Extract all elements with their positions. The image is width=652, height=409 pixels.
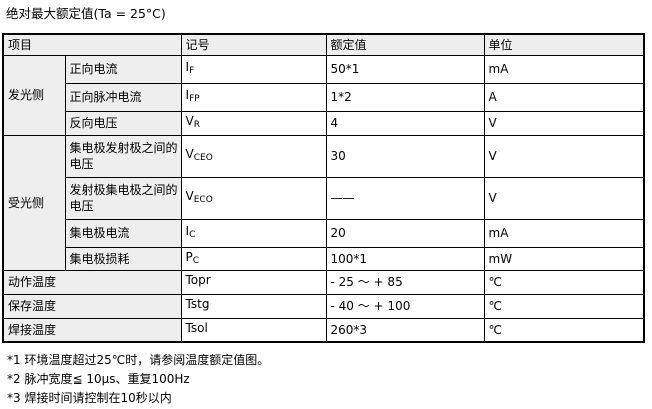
page-title: 绝对最大额定值(Ta = 25°C) (6, 6, 166, 21)
cell-symbol: IC (180, 218, 327, 248)
symbol-base: Topr (185, 273, 211, 287)
cell-unit: ℃ (483, 269, 645, 295)
symbol-base: I (185, 60, 190, 74)
cell-item: 保存温度 (2, 293, 182, 319)
col-header-rating: 额定值 (325, 33, 485, 56)
cell-symbol: Tstg (180, 293, 327, 319)
cell-item: 集电极发射极之间的电压 (64, 134, 182, 178)
cell-symbol: VCEO (180, 134, 327, 178)
col-header-symbol: 记号 (180, 33, 327, 56)
cell-symbol: PC (180, 246, 327, 271)
cell-item: 正向脉冲电流 (64, 82, 182, 112)
table-row: 焊接温度 Tsol 260*3 ℃ (2, 317, 645, 343)
col-header-item: 项目 (2, 33, 182, 56)
symbol-subscript: F (189, 66, 195, 76)
cell-unit: ℃ (483, 317, 645, 343)
note-line: *3 焊接时间请控制在10秒以内 (7, 391, 172, 405)
cell-symbol: IFP (180, 82, 327, 112)
cell-rating: 1*2 (325, 82, 485, 112)
group-cell-detector: 受光侧 (2, 134, 66, 271)
cell-unit: mA (483, 218, 645, 248)
cell-symbol: Tsol (180, 317, 327, 343)
cell-rating: 260*3 (325, 317, 485, 343)
symbol-subscript: C (189, 230, 196, 240)
table-row: 发射极集电极之间的电压 VECO —— V (3, 176, 645, 220)
cell-symbol: IF (180, 54, 327, 84)
symbol-base: V (185, 114, 194, 128)
cell-item: 发射极集电极之间的电压 (64, 176, 182, 220)
cell-rating: 100*1 (325, 246, 485, 271)
group-cell-emitter: 发光侧 (2, 54, 66, 136)
symbol-subscript: ECO (193, 195, 213, 205)
cell-rating: 30 (325, 134, 485, 178)
symbol-subscript: R (193, 120, 200, 130)
cell-unit: mW (483, 246, 645, 271)
table-row: 正向脉冲电流 IFP 1*2 A (3, 82, 645, 112)
symbol-base: Tsol (185, 320, 208, 335)
cell-symbol: Topr (180, 269, 327, 295)
note-line: *1 环境温度超过25℃时，请参阅温度额定值图。 (7, 353, 270, 367)
cell-rating: - 40 ～ + 100 (325, 293, 485, 319)
cell-symbol: VR (180, 110, 327, 136)
cell-rating: 50*1 (325, 54, 485, 84)
cell-rating: 4 (325, 110, 485, 136)
cell-item: 动作温度 (2, 269, 182, 295)
note-line: *2 脉冲宽度≦ 10μs、重复100Hz (7, 372, 190, 386)
symbol-base: I (185, 224, 190, 238)
cell-rating: —— (325, 176, 485, 220)
cell-unit: A (483, 82, 645, 112)
cell-item: 反向电压 (64, 110, 182, 136)
cell-rating: - 25 ～ + 85 (325, 269, 485, 295)
table-header-row: 项目 记号 额定值 单位 (2, 33, 645, 56)
footnotes: *1 环境温度超过25℃时，请参阅温度额定值图。 *2 脉冲宽度≦ 10μs、重… (7, 351, 652, 408)
symbol-subscript: FP (189, 94, 200, 104)
symbol-base: V (185, 189, 194, 203)
table-row: 集电极电流 IC 20 mA (3, 218, 645, 248)
table-row: 受光侧 集电极发射极之间的电压 VCEO 30 V (2, 134, 645, 271)
table-row: 集电极损耗 PC 100*1 mW (3, 246, 645, 271)
cell-item: 焊接温度 (2, 317, 182, 343)
symbol-base: Tstg (185, 297, 210, 311)
absolute-maximum-ratings-table: 项目 记号 额定值 单位 发光侧 正向电流 IF 50*1 mA 正向脉冲电流 … (2, 33, 646, 343)
symbol-subscript: CEO (193, 153, 213, 163)
cell-unit: V (483, 134, 645, 178)
table-row: 保存温度 Tstg - 40 ～ + 100 ℃ (2, 293, 645, 319)
cell-item: 集电极电流 (64, 218, 182, 248)
symbol-base: P (185, 249, 193, 264)
col-header-unit: 单位 (483, 33, 645, 56)
symbol-subscript: C (192, 255, 200, 266)
cell-item: 正向电流 (64, 54, 182, 84)
table-row: 动作温度 Topr - 25 ～ + 85 ℃ (2, 269, 645, 295)
table-row: 发光侧 正向电流 IF 50*1 mA (2, 54, 645, 136)
cell-unit: V (483, 176, 645, 220)
cell-unit: V (483, 110, 645, 136)
cell-unit: mA (483, 54, 645, 84)
cell-item: 集电极损耗 (64, 246, 182, 271)
cell-symbol: VECO (180, 176, 327, 220)
table-row: 反向电压 VR 4 V (3, 110, 645, 136)
symbol-base: I (185, 88, 190, 102)
cell-unit: ℃ (483, 293, 645, 319)
cell-rating: 20 (325, 218, 485, 248)
symbol-base: V (185, 147, 194, 161)
